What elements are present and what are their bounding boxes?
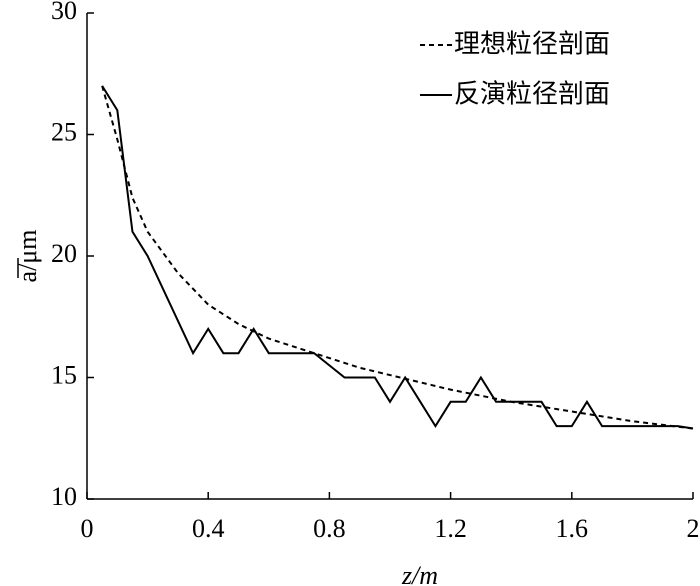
y-tick-label: 20 — [51, 239, 77, 268]
x-tick-label: 0.4 — [192, 514, 225, 543]
series-line — [101, 85, 694, 430]
x-tick-label: 2 — [687, 514, 700, 543]
x-tick-label: 0.8 — [313, 514, 346, 543]
x-axis-label: z/m — [401, 561, 438, 586]
y-tick-label: 25 — [51, 117, 77, 146]
y-tick-label: 15 — [51, 360, 77, 389]
y-tick-label: 10 — [51, 482, 77, 511]
legend-label: 理想粒径剖面 — [454, 30, 610, 60]
x-tick-label: 1.2 — [434, 514, 467, 543]
series-line — [101, 85, 694, 430]
y-tick-label: 30 — [51, 0, 77, 25]
legend-label: 反演粒径剖面 — [454, 80, 610, 110]
x-tick-label: 1.6 — [556, 514, 589, 543]
x-tick-label: 0 — [81, 514, 94, 543]
